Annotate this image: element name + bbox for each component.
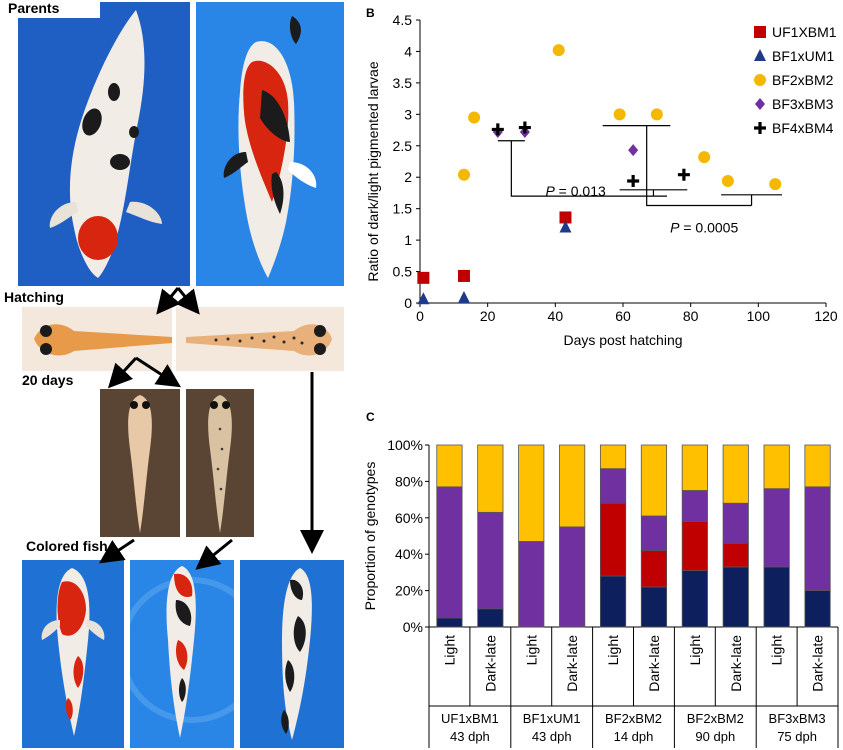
larva-light-photo	[22, 307, 172, 371]
colored-fish-3-photo	[240, 560, 344, 748]
juvenile-dark-photo	[186, 389, 254, 537]
arrow-juvenile-to-colored-fish-1	[99, 538, 135, 564]
colored-fish-label: Colored fish	[26, 538, 108, 554]
colored-fish-1-photo	[22, 560, 124, 748]
parent-fish-male-photo	[196, 2, 344, 286]
arrow-light-larva-to-juvenile-2	[135, 356, 182, 388]
panel-c-letter: C	[366, 410, 375, 424]
parent-fish-female-photo	[18, 2, 190, 286]
parents-label: Parents	[2, 0, 100, 18]
hatching-label: Hatching	[4, 289, 64, 305]
arrow-light-larva-to-juvenile-1	[107, 356, 138, 389]
arrow-juvenile-to-colored-fish-2	[195, 538, 233, 570]
arrow-parents-to-light-larva	[156, 287, 181, 315]
colored-fish-2-photo	[130, 560, 234, 748]
larva-dark-photo	[176, 307, 344, 371]
panel-b-letter: B	[366, 6, 375, 20]
arrow-parents-to-dark-larva	[175, 287, 200, 315]
days20-label: 20 days	[22, 372, 74, 388]
juvenile-light-photo	[100, 389, 180, 537]
